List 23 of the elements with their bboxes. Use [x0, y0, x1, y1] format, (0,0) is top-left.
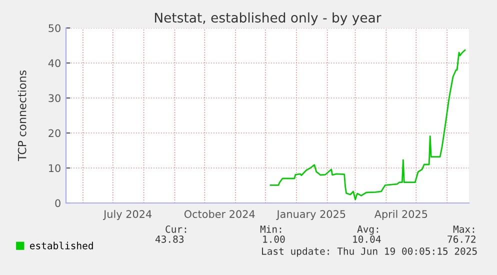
text: 76.72	[448, 235, 476, 243]
y-tick-label: 20	[48, 129, 60, 138]
line-series	[270, 49, 466, 200]
text: Last update: Thu Jun 19 00:05:15 2025	[262, 247, 477, 257]
chart-title: Netstat, established only - by year	[154, 12, 382, 26]
x-tick-label: October 2024	[184, 210, 255, 218]
text: Cur:	[166, 225, 186, 233]
text: Avg:	[357, 226, 378, 235]
x-tick-label: July 2024	[103, 210, 152, 220]
text: Max:	[453, 226, 474, 233]
y-tick-label: 50	[48, 24, 60, 32]
x-tick-label: April 2025	[374, 210, 428, 220]
legend-label: established	[30, 242, 93, 250]
text: 1.00	[263, 235, 285, 243]
text: 10.04	[353, 235, 381, 243]
y-tick-label: 10	[49, 164, 60, 172]
y-tick-label: 40	[48, 59, 60, 68]
text: 43.83	[155, 235, 184, 243]
y-tick-label: 0	[55, 199, 60, 208]
y-axis-title: TCP connections	[18, 70, 26, 162]
text: Min:	[260, 225, 282, 233]
x-tick-label: January 2025	[276, 210, 346, 220]
y-tick-label: 30	[48, 94, 60, 102]
